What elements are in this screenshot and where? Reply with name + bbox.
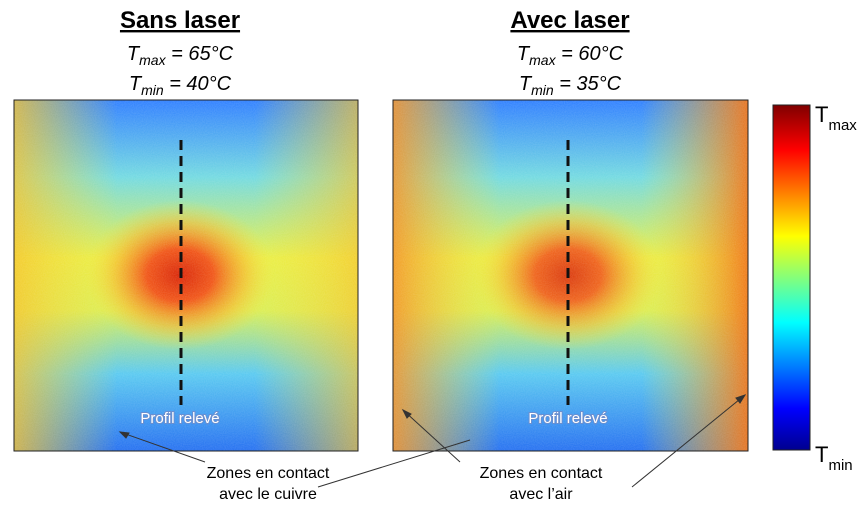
symbol: T [519, 73, 533, 95]
annotation: Zones en contact [480, 465, 603, 482]
annotation: avec le cuivre [219, 486, 317, 503]
symbol: T [127, 43, 141, 65]
profile-label: Profil relevé [140, 410, 219, 427]
symbol: T [517, 43, 531, 65]
panel-left: Sans laser Tmax = 65°C Tmin = 40°C Profi… [13, 7, 359, 452]
panel-title: Avec laser [510, 7, 629, 34]
symbol: T [815, 442, 828, 467]
panel-right: Avec laser Tmax = 60°C Tmin = 35°C Profi… [392, 7, 749, 452]
profile-label: Profil relevé [528, 410, 607, 427]
subscript: max [529, 52, 556, 68]
arrows [118, 394, 747, 488]
annotation: avec l’air [509, 486, 573, 503]
value: = 60°C [556, 43, 624, 65]
value: = 40°C [164, 73, 232, 95]
colorbar-min: Tmin [815, 442, 853, 474]
symbol: T [129, 73, 143, 95]
colorbar-max: Tmax [815, 102, 857, 134]
subscript: min [828, 457, 852, 474]
tmax-label: Tmax = 60°C [517, 43, 624, 68]
colorbar-scale [772, 104, 811, 451]
subscript: min [531, 82, 554, 98]
annotation: Zones en contact [207, 465, 330, 482]
subscript: max [828, 117, 857, 134]
subscript: min [141, 82, 164, 98]
value: = 65°C [166, 43, 234, 65]
symbol: T [815, 102, 828, 127]
value: = 35°C [554, 73, 622, 95]
tmin-label: Tmin = 40°C [129, 73, 232, 98]
subscript: max [139, 52, 166, 68]
panel-title: Sans laser [120, 7, 240, 34]
tmax-label: Tmax = 65°C [127, 43, 234, 68]
colorbar: Tmax Tmin [772, 102, 857, 474]
tmin-label: Tmin = 35°C [519, 73, 622, 98]
